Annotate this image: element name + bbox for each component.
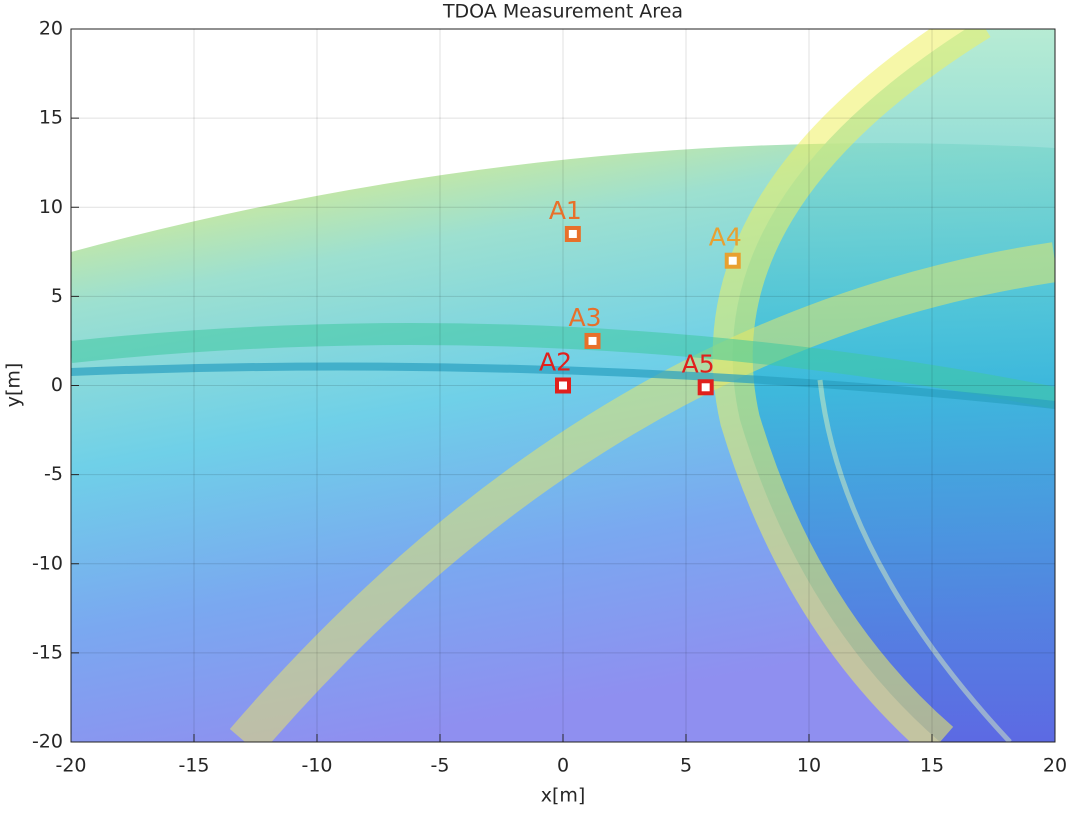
y-tick-label: 10 — [39, 196, 63, 218]
y-tick-label: -10 — [32, 552, 63, 574]
anchor-label: A1 — [549, 196, 582, 225]
anchor-marker — [564, 225, 581, 242]
anchor-marker — [697, 379, 714, 396]
x-tick-label: 5 — [680, 755, 692, 777]
anchor-marker — [555, 377, 571, 394]
y-tick-label: 15 — [39, 107, 63, 129]
anchor-marker — [724, 252, 741, 269]
anchor-label: A5 — [682, 349, 715, 378]
x-tick-label: 15 — [920, 755, 944, 777]
y-tick-label: -20 — [32, 731, 63, 753]
x-tick-label: 10 — [797, 755, 821, 777]
x-tick-label: -15 — [178, 755, 209, 777]
x-tick-label: 20 — [1043, 755, 1067, 777]
y-tick-label: 0 — [51, 374, 63, 396]
y-tick-label: -15 — [32, 641, 63, 663]
watermark: 知乎 @SmokeMirror — [758, 748, 1029, 781]
x-tick-label: -10 — [301, 755, 332, 777]
x-axis-label: x[m] — [541, 785, 586, 807]
regions — [71, 29, 1055, 742]
x-tick-label: -20 — [55, 755, 86, 777]
y-tick-label: 20 — [39, 18, 63, 40]
y-tick-label: -5 — [44, 463, 63, 485]
chart-title: TDOA Measurement Area — [442, 1, 683, 23]
x-tick-label: 0 — [557, 755, 569, 777]
anchor-marker — [584, 332, 601, 349]
y-tick-label: 5 — [51, 285, 63, 307]
anchor-label: A4 — [709, 223, 742, 252]
x-tick-label: -5 — [431, 755, 450, 777]
anchor-label: A3 — [569, 303, 602, 332]
anchor-label: A2 — [539, 348, 572, 377]
y-axis-label: y[m] — [3, 363, 25, 408]
